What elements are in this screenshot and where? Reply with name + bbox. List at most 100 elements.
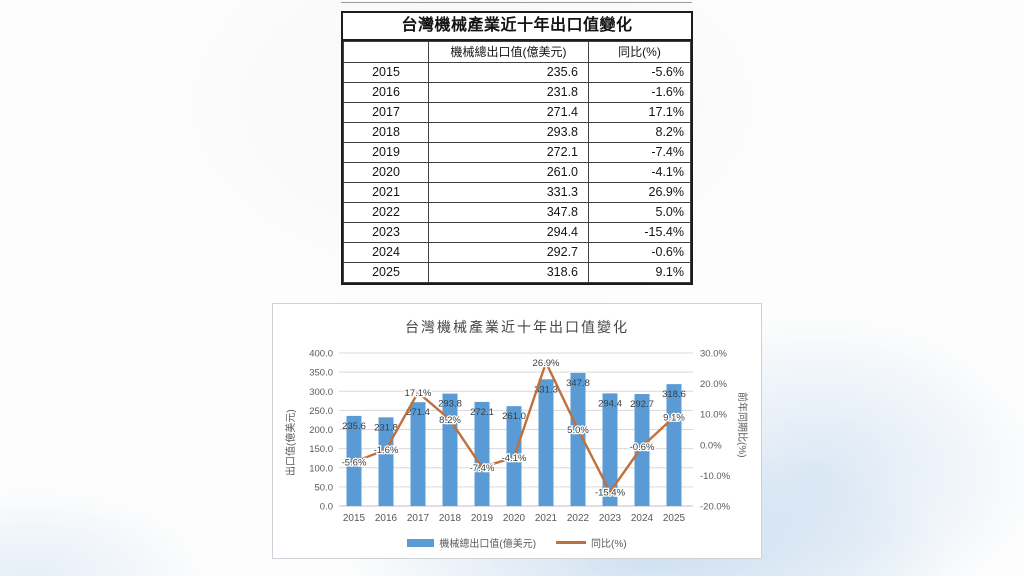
table-cell: 2018	[343, 122, 429, 143]
bar-value-label: 272.1	[470, 407, 494, 418]
x-axis-tick: 2024	[631, 513, 654, 524]
table-cell: 2019	[343, 142, 429, 163]
table-cell: 9.1%	[588, 262, 691, 283]
left-axis-tick: 100.0	[309, 463, 333, 474]
table-cell: 5.0%	[588, 202, 691, 223]
export-value-data-grid: 機械總出口值(億美元) 同比(%) 2015 235.6 -5.6% 2016 231.8…	[343, 41, 691, 283]
legend-item-export-bars: 機械總出口值(億美元)	[407, 535, 536, 550]
left-axis-tick: 300.0	[309, 387, 333, 398]
right-axis-tick: 10.0%	[700, 410, 727, 421]
left-axis-tick: 200.0	[309, 425, 333, 436]
line-value-label: -7.4%	[470, 463, 495, 474]
table-row: 2019 272.1 -7.4%	[343, 142, 691, 163]
yoy-line	[352, 361, 676, 494]
line-value-label: -5.6%	[342, 457, 367, 468]
bar-value-label: 318.6	[662, 389, 686, 400]
bar-swatch-icon	[407, 538, 435, 547]
bar-value-label: 294.4	[598, 398, 622, 409]
right-axis-tick: -10.0%	[700, 471, 731, 482]
column-header: 同比(%)	[588, 41, 691, 63]
table-cell: 2022	[343, 202, 429, 223]
line-value-label: -4.1%	[502, 453, 527, 464]
crop-edge-line	[341, 2, 692, 3]
bar-value-label: 231.8	[374, 422, 398, 433]
table-row: 2018 293.8 8.2%	[343, 122, 691, 143]
export-value-bar	[410, 402, 426, 506]
table-cell: 331.3	[428, 182, 589, 203]
chart-legend: 機械總出口值(億美元) 同比(%)	[273, 535, 761, 550]
table-row: 2023 294.4 -15.4%	[343, 222, 691, 243]
table-header: 機械總出口值(億美元) 同比(%)	[343, 41, 691, 63]
table-body: 2015 235.6 -5.6% 2016 231.8 -1.6% 2017 271.4 17.…	[343, 62, 691, 283]
table-cell: 292.7	[428, 242, 589, 263]
x-axis-tick: 2022	[567, 513, 590, 524]
line-value-label: 5.0%	[567, 425, 589, 436]
table-cell: 235.6	[428, 62, 589, 83]
table-cell: 271.4	[428, 102, 589, 123]
legend-label: 同比(%)	[591, 539, 627, 550]
left-axis-tick: 150.0	[309, 444, 333, 455]
table-cell: 2025	[343, 262, 429, 283]
x-axis-tick: 2018	[439, 513, 462, 524]
x-axis-tick: 2025	[663, 513, 686, 524]
x-axis-tick: 2016	[375, 513, 398, 524]
right-axis-tick: 20.0%	[700, 379, 727, 390]
table-cell: 2021	[343, 182, 429, 203]
legend-item-yoy-line: 同比(%)	[556, 535, 627, 550]
line-value-label: -0.6%	[630, 442, 655, 453]
export-value-bar	[538, 379, 554, 506]
bar-value-label: 261.0	[502, 411, 526, 422]
left-axis-tick: 350.0	[309, 368, 333, 379]
line-value-label: -15.4%	[595, 487, 626, 498]
table-cell: 231.8	[428, 82, 589, 103]
export-value-bar	[666, 384, 682, 506]
table-cell: 272.1	[428, 142, 589, 163]
table-cell: 8.2%	[588, 122, 691, 143]
bar-value-label: 292.7	[630, 399, 654, 410]
chart-panel: 台灣機械產業近十年出口值變化 出口值(億美元) 前年同期比(%) 400.0 35…	[272, 303, 762, 559]
chart-plot: 400.0 350.0 300.0 250.0 200.0 150.0 100.0 50.0 0…	[309, 349, 731, 525]
table-cell: 2015	[343, 62, 429, 83]
column-header: 機械總出口值(億美元)	[428, 41, 589, 63]
bar-value-label: 331.3	[534, 384, 558, 395]
left-axis-tick: 400.0	[309, 349, 333, 360]
x-axis-tick: 2020	[503, 513, 526, 524]
table-header-row: 機械總出口值(億美元) 同比(%)	[343, 41, 691, 63]
table-cell: 17.1%	[588, 102, 691, 123]
chart-title: 台灣機械產業近十年出口值變化	[405, 319, 629, 335]
export-value-bar	[634, 394, 650, 506]
left-axis-tick: 250.0	[309, 406, 333, 417]
table-cell: -1.6%	[588, 82, 691, 103]
table-cell: 26.9%	[588, 182, 691, 203]
line-swatch-icon	[556, 541, 587, 544]
line-value-label: 8.2%	[439, 415, 461, 426]
table-cell: 294.4	[428, 222, 589, 243]
legend-label: 機械總出口值(億美元)	[439, 539, 537, 550]
bar-value-label: 347.8	[566, 378, 590, 389]
bar-value-label: 293.8	[438, 399, 462, 410]
table-row: 2021 331.3 26.9%	[343, 182, 691, 203]
table-title: 台灣機械產業近十年出口值變化	[343, 13, 691, 41]
table-cell: 261.0	[428, 162, 589, 183]
column-header	[343, 41, 429, 63]
table-cell: -7.4%	[588, 142, 691, 163]
table-cell: -15.4%	[588, 222, 691, 243]
table-row: 2015 235.6 -5.6%	[343, 62, 691, 83]
table-cell: -5.6%	[588, 62, 691, 83]
table-cell: -0.6%	[588, 242, 691, 263]
table-cell: 2016	[343, 82, 429, 103]
export-value-bar	[378, 417, 394, 506]
right-axis-tick: 0.0%	[700, 440, 722, 451]
table-row: 2016 231.8 -1.6%	[343, 82, 691, 103]
table-cell: 2020	[343, 162, 429, 183]
table-row: 2025 318.6 9.1%	[343, 262, 691, 283]
left-axis-tick: 0.0	[320, 502, 333, 513]
table-cell: 347.8	[428, 202, 589, 223]
export-value-bar	[474, 401, 490, 506]
table-row: 2020 261.0 -4.1%	[343, 162, 691, 183]
line-value-label: -1.6%	[374, 445, 399, 456]
line-value-label: 9.1%	[663, 412, 685, 423]
export-value-bar	[602, 393, 618, 506]
table-row: 2024 292.7 -0.6%	[343, 242, 691, 263]
x-axis-tick: 2017	[407, 513, 430, 524]
